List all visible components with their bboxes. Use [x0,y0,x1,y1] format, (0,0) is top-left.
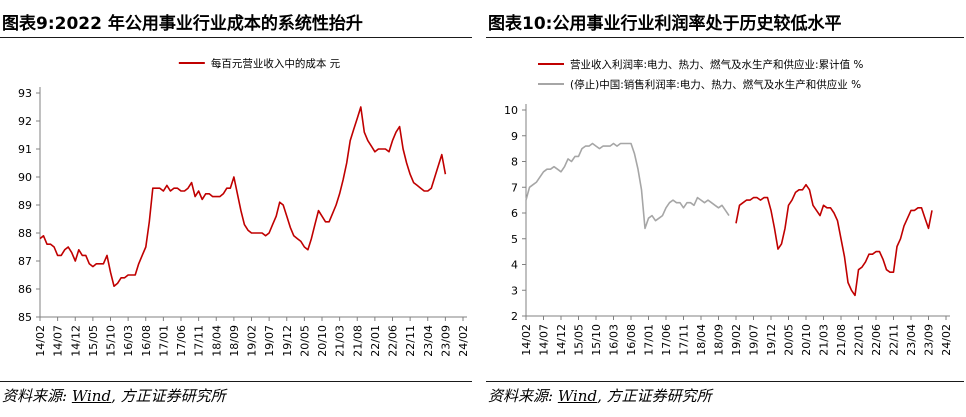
left-source-rule [0,381,472,382]
right-x-tick-label: 17/06 [660,324,673,356]
right-source-rule [486,381,964,382]
right-y-tick-label: 4 [511,259,518,272]
left-chart-panel: 图表9:2022 年公用事业行业成本的系统性抬升 85 86 87 88 89 90 91 9… [0,0,472,417]
left-x-tick-label: 19/02 [246,325,259,357]
right-y-tick-label: 2 [511,310,518,323]
left-y-tick-label: 92 [18,115,32,128]
left-x-tick-label: 17/11 [193,325,206,357]
right-x-tick-label: 17/11 [678,324,691,356]
right-x-tick-label: 18/04 [695,324,708,356]
right-source-prefix: 资料来源: [488,387,554,405]
right-y-tick-label: 10 [504,104,518,117]
right-x-tick-label: 14/12 [555,324,568,356]
left-x-tick-label: 20/05 [298,325,311,357]
right-x-tick-label: 17/01 [643,324,656,356]
left-line-chart: 85 86 87 88 89 90 91 92 93 14/02 14/07 14/12 15/05 15… [18,57,470,357]
left-series-line-0 [39,106,447,287]
right-figure-title: 图表10:公用事业行业利润率处于历史较低水平 [488,14,842,34]
right-x-tick-label: 22/11 [888,324,901,356]
left-x-tick-label: 16/03 [122,325,135,357]
left-y-tick-label: 90 [18,171,32,184]
left-x-tick-label: 22/01 [369,325,382,357]
left-y-tick-label: 89 [18,199,32,212]
right-x-tick-label: 24/02 [940,324,953,356]
right-x-tick-label: 20/05 [783,324,796,356]
left-source-prefix: 资料来源: [2,387,68,405]
right-source-note: 资料来源: Wind, 方正证券研究所 [488,385,712,406]
left-figure-title: 图表9:2022 年公用事业行业成本的系统性抬升 [2,14,363,34]
left-x-tick-label: 20/10 [316,325,329,357]
left-x-tick-label: 18/09 [228,325,241,357]
left-x-tick-label: 15/05 [87,325,100,357]
right-x-tick-label: 21/03 [818,324,831,356]
left-x-tick-label: 14/07 [52,325,65,357]
left-y-tick-label: 88 [18,227,32,240]
right-source-suffix: , 方正证券研究所 [597,387,712,405]
right-x-tick-label: 19/02 [730,324,743,356]
right-legend-label-1: (停止)中国:销售利润率:电力、热力、燃气及水生产和供应业 % [570,78,861,91]
left-y-tick-label: 87 [18,255,32,268]
left-x-tick-label: 24/02 [457,325,470,357]
right-source-wind: Wind [557,387,598,405]
left-x-tick-label: 22/06 [387,325,400,357]
left-y-tick-label: 91 [18,143,32,156]
right-x-tick-label: 19/12 [765,324,778,356]
left-x-tick-label: 21/03 [334,325,347,357]
right-x-tick-label: 22/06 [870,324,883,356]
right-series-line-0 [735,183,933,297]
left-x-tick-label: 19/12 [281,325,294,357]
right-x-tick-label: 15/10 [590,324,603,356]
left-title-rule [0,37,472,38]
left-x-tick-label: 19/07 [263,325,276,357]
left-x-tick-label: 17/06 [175,325,188,357]
left-source-note: 资料来源: Wind, 方正证券研究所 [2,385,226,406]
right-y-tick-label: 8 [511,156,518,169]
left-x-tick-label: 15/10 [105,325,118,357]
right-x-tick-label: 14/02 [520,324,533,356]
right-title-rule [486,37,964,38]
left-y-tick-label: 86 [18,283,32,296]
right-x-tick-label: 14/07 [538,324,551,356]
left-source-suffix: , 方正证券研究所 [111,387,226,405]
left-x-tick-label: 23/09 [439,325,452,357]
left-x-tick-label: 17/01 [157,325,170,357]
left-x-tick-label: 14/02 [34,325,47,357]
right-chart-panel: 图表10:公用事业行业利润率处于历史较低水平 2 3 4 5 6 7 8 9 10 14/02 14… [486,0,966,417]
left-x-tick-label: 22/11 [404,325,417,357]
right-x-tick-label: 21/08 [835,324,848,356]
right-x-tick-label: 15/05 [573,324,586,356]
right-x-tick-label: 19/07 [748,324,761,356]
left-x-tick-label: 21/08 [351,325,364,357]
left-y-tick-label: 93 [18,87,32,100]
right-y-tick-label: 7 [511,181,518,194]
left-source-wind: Wind [71,387,112,405]
right-x-tick-label: 23/09 [923,324,936,356]
right-y-tick-label: 6 [511,207,518,220]
right-x-tick-label: 22/01 [853,324,866,356]
left-x-tick-label: 16/08 [140,325,153,357]
right-legend-label-0: 营业收入利润率:电力、热力、燃气及水生产和供应业:累计值 % [570,58,863,71]
left-x-tick-label: 18/04 [210,325,223,357]
right-line-chart: 2 3 4 5 6 7 8 9 10 14/02 14/07 14/12 15/05 15/10 16/03… [504,58,953,356]
right-y-tick-label: 9 [511,130,518,143]
right-x-tick-label: 23/04 [905,324,918,356]
left-legend-label-0: 每百元营业收入中的成本 元 [211,57,341,70]
left-x-tick-label: 23/04 [422,325,435,357]
right-x-tick-label: 16/03 [608,324,621,356]
right-x-tick-label: 20/10 [800,324,813,356]
right-series-line-1 [525,142,730,230]
right-x-tick-label: 16/08 [625,324,638,356]
right-y-tick-label: 5 [511,233,518,246]
right-x-tick-label: 18/09 [713,324,726,356]
right-y-tick-label: 3 [511,284,518,297]
left-x-tick-label: 14/12 [69,325,82,357]
left-y-tick-label: 85 [18,311,32,324]
